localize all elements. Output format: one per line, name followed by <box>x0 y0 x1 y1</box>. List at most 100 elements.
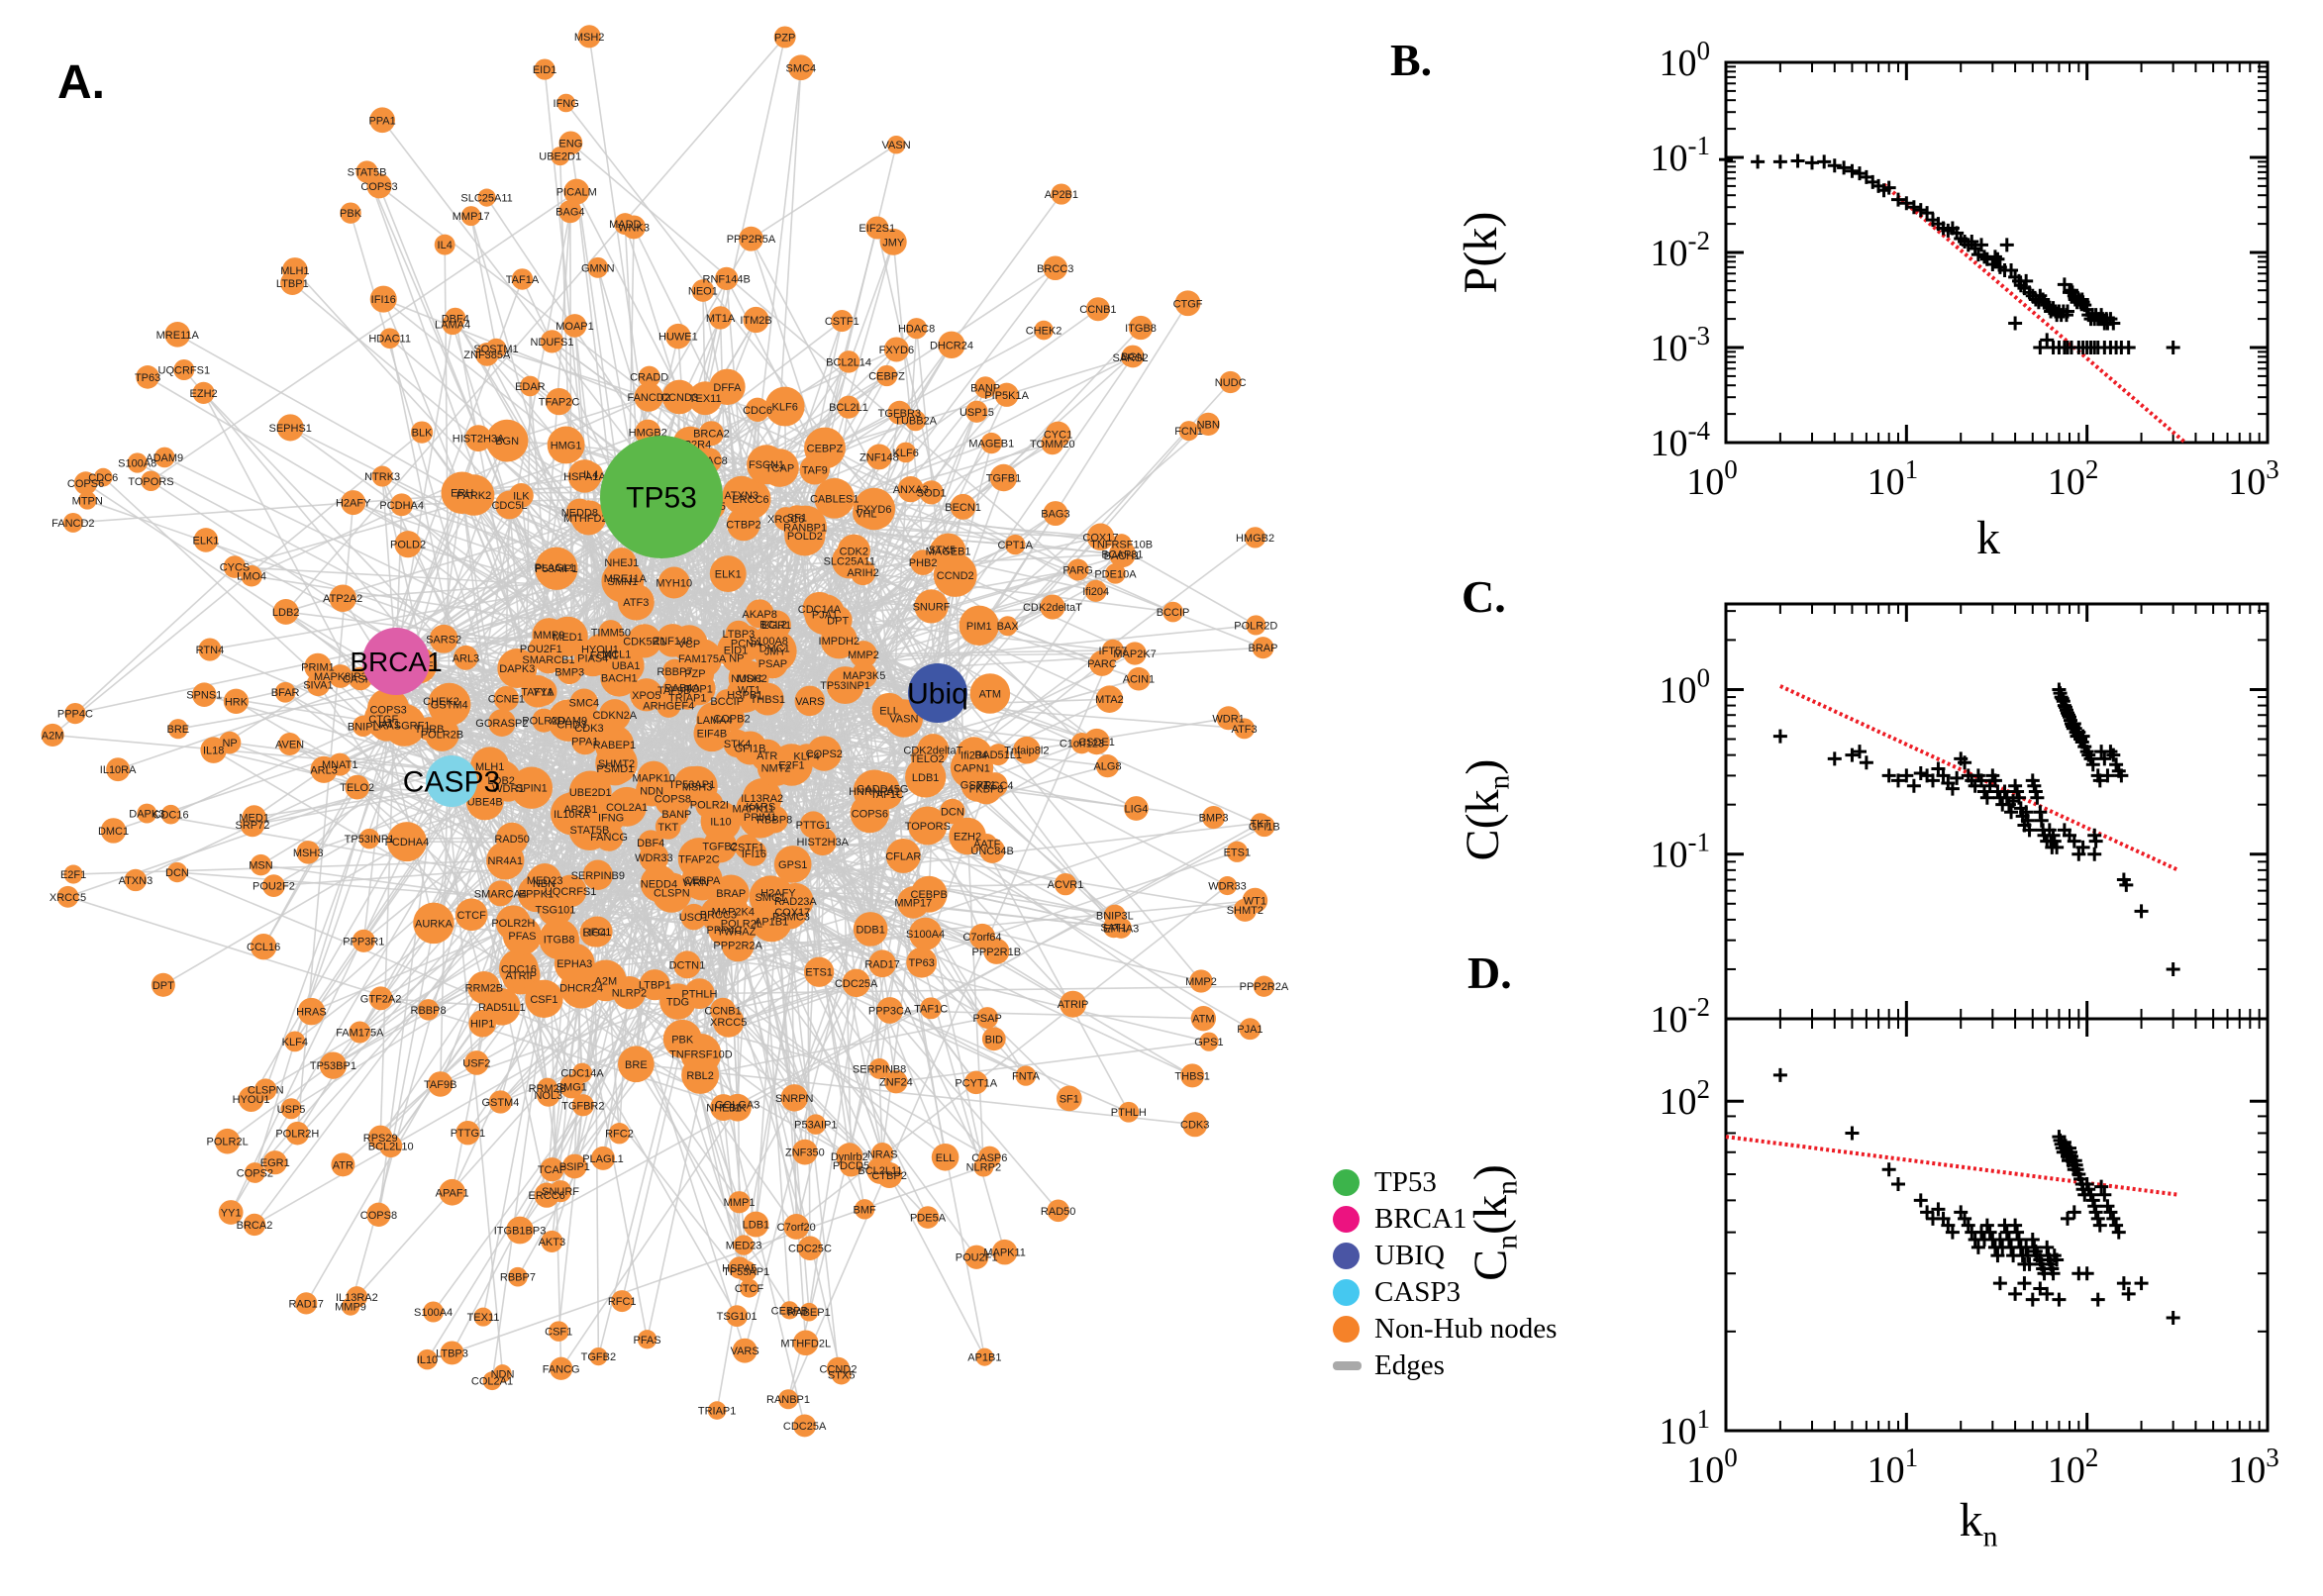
gene-node-label: MRE11A <box>156 330 200 342</box>
y-axis-label-ckn: C(kn) <box>1457 758 1516 861</box>
gene-node-label: SMG1 <box>755 892 785 904</box>
gene-node-label: CABLES1 <box>810 493 859 505</box>
gene-node <box>285 1121 310 1146</box>
gene-node <box>454 898 488 932</box>
gene-node <box>799 454 830 485</box>
gene-node <box>773 507 798 532</box>
gene-node <box>794 685 826 717</box>
gene-node <box>440 1341 464 1365</box>
gene-node <box>345 774 370 800</box>
gene-node-label: RNF144B <box>703 273 751 285</box>
gene-node <box>1234 718 1256 740</box>
node-swatch-icon <box>1333 1316 1360 1343</box>
gene-node <box>539 919 580 960</box>
gene-node <box>106 757 131 782</box>
gene-node-label: FANCD2 <box>627 392 669 404</box>
gene-node-label: COX17 <box>1082 532 1118 544</box>
gene-node-label: ITGB1BP3 <box>494 1226 547 1238</box>
gene-node-label: USP15 <box>960 407 994 419</box>
gene-node <box>214 1128 241 1154</box>
gene-node-label: EZH2 <box>190 388 218 400</box>
gene-node-label: HYOU1 <box>581 644 619 655</box>
gene-node <box>1226 841 1248 862</box>
gene-node-label: HYOU1 <box>233 1094 270 1106</box>
gene-node-label: VASN <box>882 140 911 151</box>
gene-node-label: BAG3 <box>1041 509 1069 521</box>
gene-node <box>638 365 660 388</box>
gene-node <box>358 828 380 849</box>
gene-node-label: TAF1C <box>914 1003 948 1015</box>
gene-node-label: MTA2 <box>1095 694 1124 706</box>
gene-node-label: GADD45G <box>857 784 909 796</box>
gene-node-label: TP53BP1 <box>310 1060 356 1072</box>
gene-node-label: PARK2 <box>456 490 491 502</box>
gene-node-label: TEX11 <box>467 1312 500 1324</box>
hub-layer: TP53 BRCA1 Ubiq CASP3 <box>350 436 968 807</box>
gene-node-label: RANBP1 <box>766 1394 810 1406</box>
gene-node-label: PPA1 <box>368 115 395 127</box>
gene-node-label: IFNG <box>553 98 578 110</box>
gene-node-label: PARC <box>1087 658 1117 670</box>
gene-node-label: WRN <box>683 877 709 889</box>
gene-node-label: IL4 <box>583 469 598 481</box>
gene-node-label: TSG101 <box>717 1311 758 1323</box>
gene-node-label: P53AIP1 <box>794 1120 837 1132</box>
gene-node-label: MMP17 <box>894 897 932 909</box>
gene-node-label: MED23 <box>527 875 563 887</box>
gene-node-label: ERCC6 <box>732 494 768 506</box>
gene-node-label: MNAT1 <box>322 759 357 771</box>
gene-node-label: CTCF <box>735 1283 764 1295</box>
gene-node <box>465 782 504 821</box>
gene-node <box>681 859 723 901</box>
gene-node-label: NBN <box>533 878 556 890</box>
gene-node-label: NDUFS1 <box>530 337 573 349</box>
gene-node <box>814 477 856 519</box>
gene-node-label: BGN <box>1121 351 1145 363</box>
gene-node <box>598 750 633 786</box>
gene-node <box>741 840 767 866</box>
gene-node <box>78 491 97 510</box>
gene-node-label: UNC84B <box>970 846 1013 857</box>
gene-node <box>979 838 1005 863</box>
gene-node <box>340 202 361 224</box>
gene-node-label: SARS2 <box>426 634 461 646</box>
gene-node <box>908 917 943 950</box>
gene-node-label: RANBP1 <box>783 522 827 534</box>
gene-node-label: DDB1 <box>856 924 884 936</box>
gene-node-label: GSTM4 <box>431 699 468 711</box>
gene-node-label: HMGB2 <box>1236 533 1274 545</box>
gene-node-label: POLD2 <box>787 531 823 543</box>
gene-node-label: DPT <box>152 980 174 992</box>
gene-node-label: LDB2 <box>487 775 515 787</box>
gene-node-label: AP2B1 <box>1045 189 1078 201</box>
gene-node <box>352 929 375 952</box>
gene-node <box>938 331 965 359</box>
gene-node-label: ELL <box>936 1152 956 1164</box>
gene-node <box>353 715 374 738</box>
gene-node <box>1066 558 1089 581</box>
gene-node <box>639 843 669 873</box>
hub-node-brca1 <box>362 628 430 695</box>
gene-node <box>728 625 764 661</box>
gene-node-label: POLR2I <box>690 800 729 812</box>
network-graph: TCAPIfi204H2AFYSMG1TP53INP1P53AIP1PRIM1N… <box>41 25 1289 1438</box>
gene-node <box>464 425 492 452</box>
gene-node-label: UBE4B <box>467 796 503 808</box>
svg-text:100: 100 <box>1686 454 1738 503</box>
gene-node-label: TSG101 <box>535 904 575 916</box>
gene-node <box>680 903 707 931</box>
gene-node-label: ARL3 <box>453 652 480 664</box>
gene-node <box>853 912 888 947</box>
gene-node <box>982 772 1008 798</box>
gene-node-label: DAPK3 <box>129 809 164 821</box>
gene-node-label: CDC25C <box>788 1244 832 1255</box>
gene-node <box>295 1292 318 1315</box>
gene-node-label: COPS6 <box>67 478 104 490</box>
gene-node <box>1219 370 1242 394</box>
gene-node-label: ATR <box>757 750 777 762</box>
gene-node <box>764 386 805 427</box>
gene-node-label: CCNB1 <box>1079 304 1116 316</box>
gene-node-label: USF2 <box>462 1057 490 1069</box>
gene-node <box>691 279 715 302</box>
gene-node <box>1084 579 1107 602</box>
